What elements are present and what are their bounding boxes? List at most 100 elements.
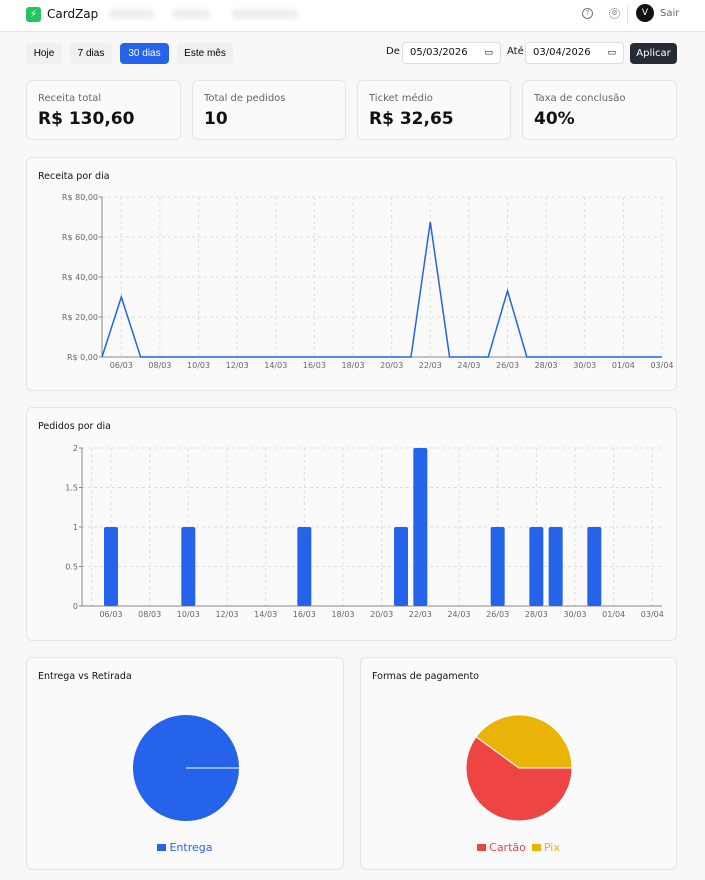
logout-button[interactable]: Sair <box>660 8 680 19</box>
chart-title: Receita por dia <box>38 171 110 182</box>
kpi-title: Receita total <box>38 93 102 104</box>
from-label: De <box>386 46 400 57</box>
x-tick-label: 12/03 <box>226 361 249 370</box>
y-tick-label: 2 <box>73 444 78 453</box>
x-tick-label: 16/03 <box>293 610 316 619</box>
x-tick-label: 08/03 <box>148 361 171 370</box>
legend-swatch <box>477 844 487 851</box>
orders-bar-chart: 0 0.5 1 1.5 2 06/03 08/03 10/03 12/03 14/03 16/03 1… <box>65 444 664 619</box>
zap-icon: ⚡ <box>26 7 41 22</box>
kpi-title: Ticket médio <box>369 93 433 104</box>
delivery-pie-card: Entrega vs Retirada Entrega <box>26 657 344 870</box>
x-tick-label: 10/03 <box>177 610 200 619</box>
preset-30-dias[interactable]: 30 dias <box>120 43 169 64</box>
x-tick-label: 03/04 <box>641 610 664 619</box>
kpi-value: 10 <box>204 109 228 129</box>
x-tick-label: 28/03 <box>535 361 558 370</box>
kpi-ticket-medio: Ticket médio R$ 32,65 <box>357 80 511 140</box>
payment-pie-chart <box>465 714 573 822</box>
x-tick-label: 26/03 <box>486 610 509 619</box>
from-date-input[interactable]: 05/03/2026 ▭ <box>402 42 501 64</box>
preset-hoje[interactable]: Hoje <box>26 43 62 64</box>
apply-button[interactable]: Aplicar <box>630 43 677 64</box>
x-tick-label: 01/04 <box>602 610 625 619</box>
help-icon[interactable]: ? <box>582 8 593 19</box>
y-tick-label: R$ 20,00 <box>62 313 98 322</box>
preset-7-dias[interactable]: 7 dias <box>70 43 112 64</box>
y-tick-label: R$ 40,00 <box>62 273 98 282</box>
delivery-pie-chart <box>133 715 239 821</box>
kpi-taxa-conclusao: Taxa de conclusão 40% <box>522 80 677 140</box>
y-tick-label: R$ 80,00 <box>62 193 98 202</box>
nav-item-blurred[interactable] <box>109 9 154 19</box>
bar <box>529 527 544 606</box>
kpi-value: R$ 130,60 <box>38 109 135 129</box>
legend-item-pix: Pix <box>531 841 560 854</box>
nav-item-blurred[interactable] <box>172 9 210 19</box>
x-tick-label: 22/03 <box>409 610 432 619</box>
legend-swatch <box>157 844 167 851</box>
legend-label: Entrega <box>169 841 213 854</box>
kpi-receita-total: Receita total R$ 130,60 <box>26 80 181 140</box>
x-tick-label: 08/03 <box>138 610 161 619</box>
legend-label: Pix <box>543 841 560 854</box>
to-label: Até <box>507 46 524 57</box>
chart-title: Formas de pagamento <box>372 671 479 682</box>
x-tick-label: 01/04 <box>612 361 635 370</box>
x-tick-label: 03/04 <box>650 361 673 370</box>
y-tick-label: R$ 60,00 <box>62 233 98 242</box>
pie-slice <box>475 714 573 769</box>
pie-slice <box>465 736 573 822</box>
x-tick-label: 26/03 <box>496 361 519 370</box>
y-tick-label: R$ 0,00 <box>67 353 98 362</box>
x-tick-label: 16/03 <box>303 361 326 370</box>
y-tick-label: 1 <box>73 523 78 532</box>
legend-label: Cartão <box>489 841 526 854</box>
bar <box>548 527 563 606</box>
to-date-input[interactable]: 03/04/2026 ▭ <box>525 42 624 64</box>
y-tick-label: 0 <box>73 602 78 611</box>
chart-title: Pedidos por dia <box>38 421 111 432</box>
kpi-title: Taxa de conclusão <box>534 93 626 104</box>
y-tick-label: 0.5 <box>65 563 78 572</box>
bar <box>413 448 428 606</box>
bar <box>394 527 408 606</box>
x-tick-label: 30/03 <box>573 361 596 370</box>
y-tick-label: 1.5 <box>65 484 78 493</box>
preset-este-mes[interactable]: Este mês <box>177 43 233 64</box>
kpi-title: Total de pedidos <box>204 93 286 104</box>
x-tick-label: 06/03 <box>110 361 133 370</box>
kpi-value: R$ 32,65 <box>369 109 454 129</box>
pie-legend: Entrega <box>27 841 343 854</box>
top-header: ⚡ CardZap ? ⚙ V Sair <box>0 0 705 32</box>
divider <box>627 5 628 25</box>
x-tick-label: 14/03 <box>254 610 277 619</box>
x-tick-label: 20/03 <box>380 361 403 370</box>
x-tick-label: 30/03 <box>563 610 586 619</box>
legend-swatch <box>531 844 541 851</box>
x-tick-label: 10/03 <box>187 361 210 370</box>
calendar-icon[interactable]: ▭ <box>484 48 493 58</box>
legend-item-cartao: Cartão <box>477 841 526 854</box>
x-tick-label: 14/03 <box>264 361 287 370</box>
orders-chart-card: Pedidos por dia 0 0.5 1 1.5 2 06/03 08/03 10/03… <box>26 407 677 641</box>
bar <box>104 527 118 606</box>
from-date-value: 05/03/2026 <box>410 47 468 58</box>
payment-pie-card: Formas de pagamento Cartão Pix <box>360 657 677 870</box>
brand-name: CardZap <box>47 7 99 21</box>
x-tick-label: 18/03 <box>342 361 365 370</box>
gear-icon[interactable]: ⚙ <box>609 8 620 19</box>
x-tick-label: 28/03 <box>525 610 548 619</box>
bar <box>297 527 312 606</box>
nav-item-blurred[interactable] <box>232 9 298 19</box>
bar <box>587 527 602 606</box>
to-date-value: 03/04/2026 <box>533 47 591 58</box>
avatar[interactable]: V <box>636 4 654 22</box>
chart-title: Entrega vs Retirada <box>38 671 132 682</box>
kpi-value: 40% <box>534 109 575 129</box>
revenue-chart-card: Receita por dia R$ 0,00 R$ 20,00 R$ 40,00 R… <box>26 157 677 391</box>
x-tick-label: 06/03 <box>99 610 122 619</box>
x-tick-label: 20/03 <box>370 610 393 619</box>
calendar-icon[interactable]: ▭ <box>607 48 616 58</box>
pie-legend: Cartão Pix <box>361 841 676 854</box>
